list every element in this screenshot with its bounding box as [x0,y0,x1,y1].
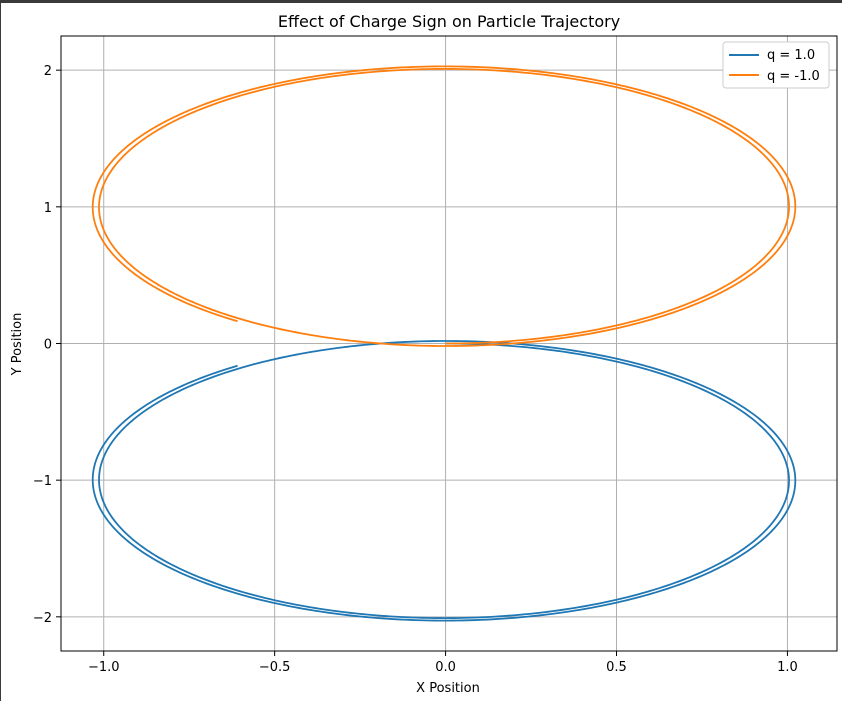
y-tick-label: −2 [33,611,52,626]
x-axis-ticks: −1.0 −0.5 0.0 0.5 1.0 [88,651,798,675]
legend-label-q-negative: q = -1.0 [767,69,820,84]
x-tick-label: −1.0 [88,660,120,675]
series-line-q-negative [91,65,797,347]
y-tick-label: 2 [44,64,52,79]
chart-title: Effect of Charge Sign on Particle Trajec… [278,12,620,31]
y-axis-label: Y Position [10,313,25,377]
x-tick-label: 0.0 [435,660,456,675]
y-tick-label: 0 [44,338,52,353]
y-axis-ticks: −2 −1 0 1 2 [33,64,61,626]
y-tick-label: 1 [44,201,52,216]
window-top-border [0,0,842,3]
series-layer [91,65,797,622]
x-tick-label: −0.5 [259,660,291,675]
legend: q = 1.0 q = -1.0 [722,41,830,89]
x-axis-label: X Position [416,681,480,696]
x-tick-label: 0.5 [606,660,627,675]
y-tick-label: −1 [33,474,52,489]
series-line-q-positive [91,340,797,622]
legend-box [722,41,830,89]
legend-label-q-positive: q = 1.0 [767,48,815,63]
window-left-border [0,0,1,701]
x-tick-label: 1.0 [777,660,798,675]
